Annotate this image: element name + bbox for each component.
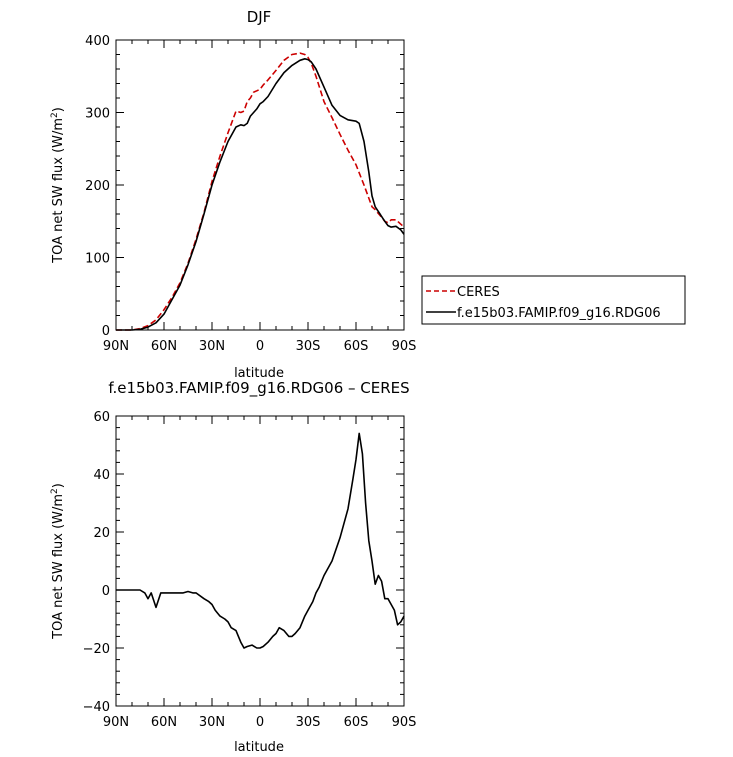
y-tick-label: 100 [85,252,110,267]
y-tick-label: 40 [93,468,110,483]
y-tick-label: 60 [93,410,110,425]
legend-label-ceres: CERES [457,285,500,300]
x-tick-label: 30S [296,715,321,730]
bottom-panel: f.e15b03.FAMIP.f09_g16.RDG06 – CERES 90N… [50,379,416,755]
bottom-chart-title: f.e15b03.FAMIP.f09_g16.RDG06 – CERES [108,379,409,398]
x-tick-label: 90N [103,715,129,730]
top-x-axis-label: latitude [234,366,284,381]
x-tick-label: 60S [344,715,369,730]
plot-frame [115,39,405,331]
series-line-panel1-0 [116,432,405,649]
top-chart-title: DJF [247,8,272,26]
bottom-x-axis-label: latitude [234,740,284,755]
x-tick-label: 90N [103,339,129,354]
top-plot-area: 90N 60N 30N 0 30S 60S 90S 0 100 200 300 400 [85,34,416,354]
y-tick-label: 300 [85,107,110,122]
x-tick-label: 60N [151,339,177,354]
series-line-ceres [116,52,405,331]
x-tick-label: 0 [256,715,264,730]
bottom-plot-area: 90N 60N 30N 0 30S 60S 90S −40 −20 0 20 40 60 [83,410,417,730]
x-tick-label: 60N [151,715,177,730]
legend: CERES f.e15b03.FAMIP.f09_g16.RDG06 [421,275,686,325]
x-tick-label: 90S [392,715,417,730]
y-tick-label: 400 [85,34,110,49]
top-panel: DJF 90N 60N 30N 0 30S 60S 90S 0 100 200 300 400 lat… [50,8,416,381]
y-tick-label: 200 [85,179,110,194]
y-tick-label: −40 [83,700,110,715]
bottom-y-axis-label: TOA net SW flux (W/m2) [50,483,66,640]
y-tick-label: 0 [102,584,110,599]
top-y-axis-label: TOA net SW flux (W/m2) [50,107,66,264]
x-tick-label: 30S [296,339,321,354]
y-tick-label: 0 [102,324,110,339]
x-tick-label: 60S [344,339,369,354]
legend-box [421,275,686,325]
x-tick-label: 30N [199,715,225,730]
legend-label-model: f.e15b03.FAMIP.f09_g16.RDG06 [457,306,661,321]
x-tick-label: 90S [392,339,417,354]
y-tick-label: −20 [83,642,110,657]
x-tick-label: 0 [256,339,264,354]
y-tick-label: 20 [93,526,110,541]
series-line-f-e15b03-famip-f09-g16-rdg06 [116,57,405,331]
plot-frame [115,415,405,707]
x-tick-label: 30N [199,339,225,354]
